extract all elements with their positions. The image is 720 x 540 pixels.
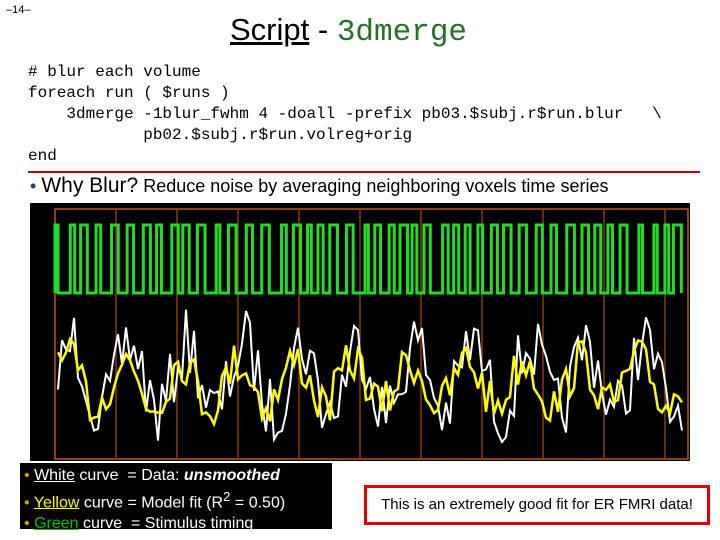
legend: • White curve = Data: unsmoothed • Yellow… (20, 463, 332, 532)
code-line: end (28, 147, 57, 165)
page-number: –14– (6, 4, 31, 16)
legend-name: White (34, 467, 75, 484)
legend-sup: 2 (223, 489, 231, 504)
code-line: foreach run ( $runs ) (28, 84, 230, 102)
code-line: # blur each volume (28, 63, 201, 81)
legend-row: • Yellow curve = Model fit (R2 = 0.50) (24, 486, 332, 513)
time-series-plot (30, 203, 690, 461)
legend-text: curve = Model fit (R (79, 494, 224, 512)
title: Script - 3dmerge (230, 12, 467, 50)
curves (53, 209, 684, 459)
note: This is an extremely good fit for ER FMR… (364, 485, 710, 525)
bullet-marker: • (30, 176, 37, 196)
stimulus-curve (53, 223, 683, 295)
legend-row: • Green curve = Stimulus timing (24, 513, 332, 534)
code-line: pb02.$subj.r$run.volreg+orig (28, 126, 413, 144)
legend-name: Yellow (33, 494, 80, 512)
model-curve (56, 336, 684, 428)
legend-marker: • (24, 515, 30, 533)
legend-marker: • (24, 467, 30, 484)
legend-tail: = 0.50) (230, 494, 286, 512)
separator (28, 171, 700, 173)
title-command: 3dmerge (336, 15, 468, 50)
bullet: • Why Blur? Reduce noise by averaging ne… (30, 174, 608, 198)
title-word: Script (230, 12, 310, 47)
bullet-lead: Why Blur? (41, 174, 139, 197)
title-separator: - (309, 12, 337, 47)
legend-row: • White curve = Data: unsmoothed (24, 465, 332, 486)
plot-frame (54, 208, 689, 460)
code-block: # blur each volume foreach run ( $runs ) … (28, 62, 662, 167)
legend-text: curve = Stimulus timing (78, 515, 254, 533)
code-line: 3dmerge -1blur_fwhm 4 -doall -prefix pb0… (28, 105, 662, 123)
legend-emphasis: unsmoothed (183, 467, 280, 484)
data-curve (57, 309, 683, 444)
legend-name: Green (34, 515, 79, 533)
legend-text: curve = Data: (74, 467, 184, 484)
bullet-text: Reduce noise by averaging neighboring vo… (138, 176, 609, 196)
legend-marker: • (24, 494, 30, 512)
